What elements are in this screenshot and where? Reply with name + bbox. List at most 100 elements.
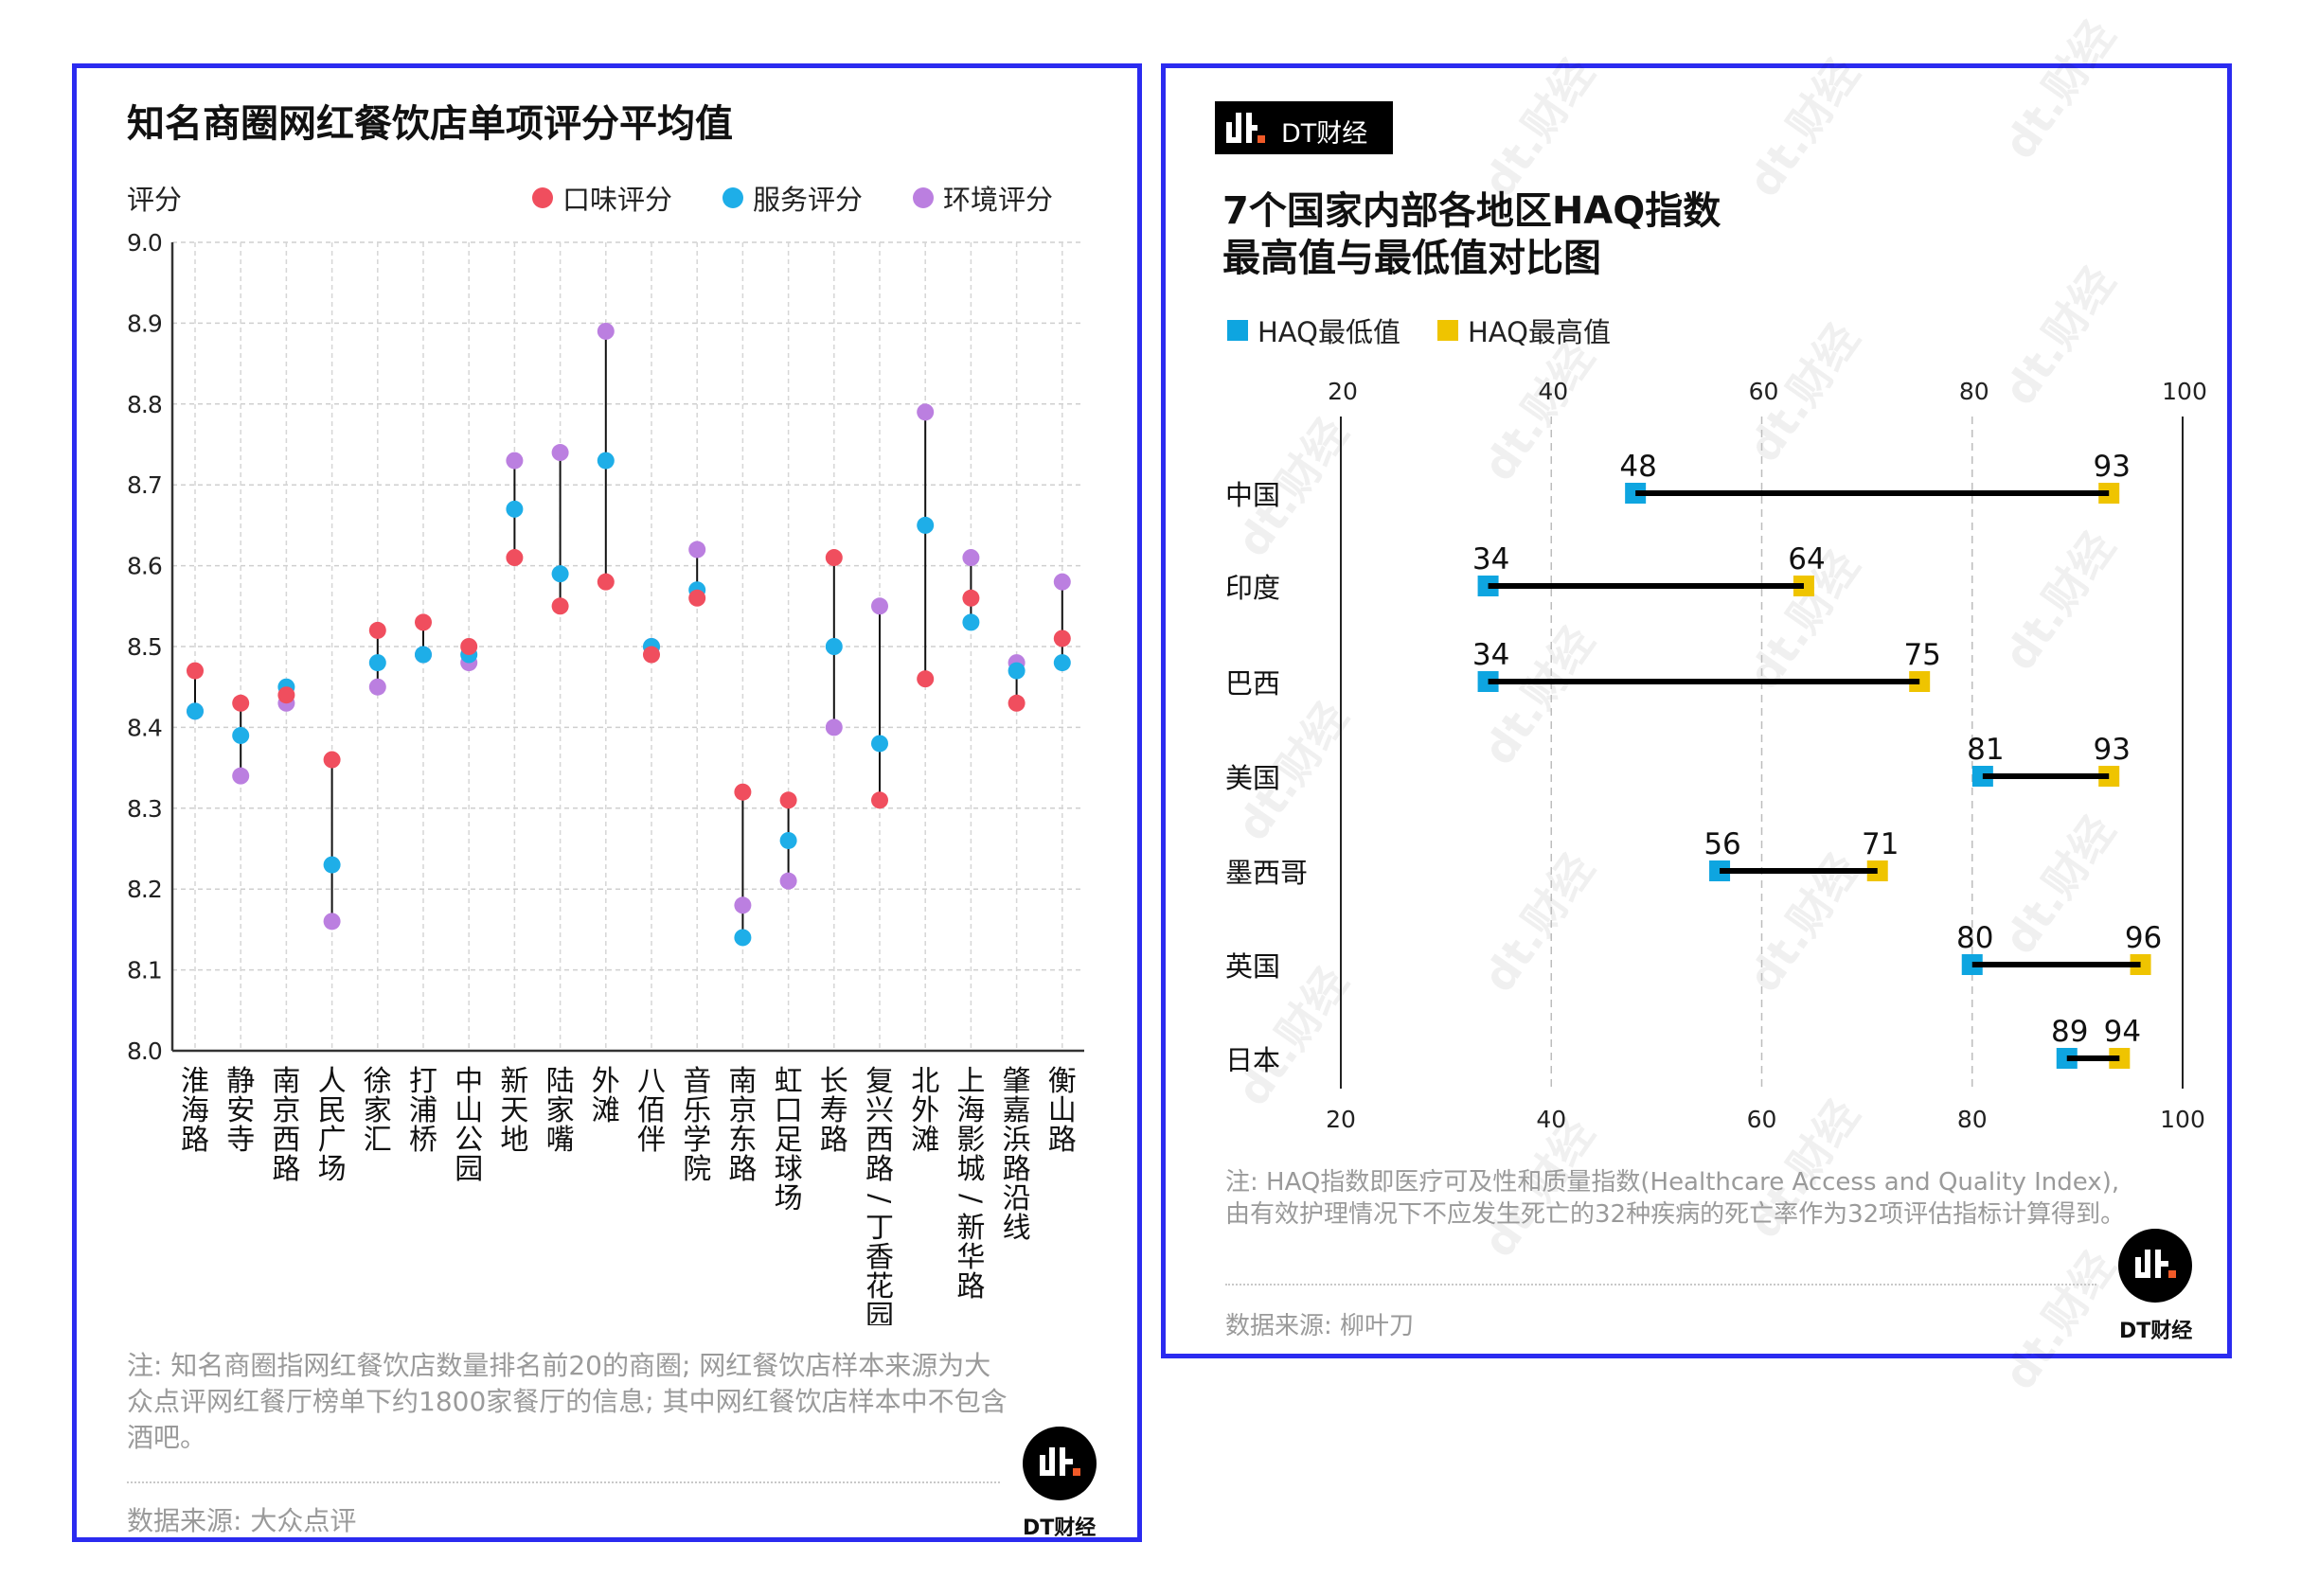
x-tick-char: 伴 [637, 1124, 666, 1157]
legend-item-haq-max: HAQ最高值 [1437, 310, 1611, 350]
legend-item-environment: 环境评分 [913, 178, 1053, 218]
min-marker [1477, 671, 1499, 692]
dt-logo-icon [2118, 1229, 2192, 1303]
x-tick-char: 桥 [409, 1124, 437, 1157]
data-point-environment [917, 403, 935, 421]
x-tick-label: 八佰伴 [637, 1065, 666, 1157]
data-point-service [415, 646, 432, 664]
x-tick-char: 足 [775, 1124, 803, 1157]
x-tick-char: 香 [865, 1241, 894, 1274]
data-point-taste [506, 549, 524, 567]
x-tick-char: 路 [820, 1124, 848, 1157]
x-tick-char: 浦 [409, 1094, 437, 1127]
x-tick-char: 线 [1003, 1212, 1031, 1245]
max-value-label: 93 [2093, 733, 2130, 767]
x-tick-char: 路 [865, 1153, 894, 1186]
x-tick-char: 浜 [1003, 1124, 1031, 1157]
x-tick-char: / [954, 1194, 987, 1204]
x-tick-label: 长寿路 [820, 1065, 848, 1157]
country-label: 日本 [1225, 1044, 1280, 1076]
x-tick-label-top: 80 [1959, 378, 1989, 405]
max-value-label: 96 [2125, 921, 2162, 955]
data-point-taste [962, 589, 980, 607]
x-tick-char: 西 [272, 1124, 300, 1157]
x-tick-char: 佰 [637, 1094, 666, 1127]
data-point-service [962, 613, 980, 631]
x-tick-char: 家 [546, 1094, 575, 1127]
x-tick-char: 南 [272, 1065, 300, 1098]
x-tick-char: 园 [865, 1300, 894, 1325]
right-divider [1225, 1284, 2096, 1286]
y-tick-label: 8.4 [127, 714, 162, 741]
x-tick-char: 京 [728, 1094, 757, 1127]
y-tick-label: 8.6 [127, 553, 162, 580]
data-point-taste [825, 549, 843, 567]
data-point-taste [871, 791, 888, 809]
data-point-environment [825, 718, 843, 736]
x-tick-char: 路 [181, 1124, 209, 1157]
data-point-taste [1008, 694, 1026, 712]
y-tick-label: 8.3 [127, 795, 162, 823]
left-chart-panel [72, 63, 1142, 1542]
left-dot-chart: 8.08.18.28.38.48.58.68.78.88.99.0淮海路静安寺南… [127, 229, 1084, 1325]
x-tick-char: 中 [455, 1065, 483, 1098]
x-tick-char: 华 [956, 1241, 985, 1274]
x-tick-char: 山 [455, 1094, 483, 1127]
data-point-taste [779, 791, 797, 809]
x-tick-char: 路 [956, 1270, 985, 1303]
data-point-taste [597, 573, 615, 591]
x-tick-char: 滩 [911, 1124, 939, 1157]
x-tick-char: 上 [956, 1065, 985, 1098]
left-logo-caption: DT财经 [1023, 1516, 1097, 1540]
x-tick-char: 山 [1048, 1094, 1077, 1127]
data-point-environment [506, 452, 524, 470]
data-point-service [1053, 654, 1071, 672]
x-tick-char: 北 [911, 1065, 939, 1098]
data-point-service [825, 638, 843, 655]
data-point-taste [323, 751, 341, 769]
y-tick-label: 9.0 [127, 229, 162, 257]
x-tick-label-top: 20 [1328, 378, 1358, 405]
data-point-service [871, 735, 888, 753]
x-tick-label-top: 60 [1749, 378, 1779, 405]
x-tick-char: 肇 [1003, 1065, 1031, 1098]
legend-square-haq-max [1437, 320, 1458, 341]
data-point-taste [734, 783, 752, 801]
x-tick-char: 八 [637, 1065, 666, 1098]
x-tick-label-bottom: 60 [1747, 1106, 1777, 1133]
y-tick-label: 8.2 [127, 876, 162, 903]
x-tick-char: 寺 [226, 1124, 255, 1157]
right-chart-panel [1161, 63, 2232, 1358]
x-tick-char: 海 [181, 1094, 209, 1127]
x-tick-char: 广 [318, 1124, 347, 1157]
legend-label-service: 服务评分 [753, 184, 864, 216]
x-tick-char: 陆 [546, 1065, 575, 1098]
x-tick-label: 打浦桥 [409, 1065, 437, 1157]
data-point-service [597, 452, 615, 470]
country-label: 美国 [1225, 762, 1280, 794]
data-point-environment [368, 678, 386, 696]
min-marker [1477, 576, 1499, 596]
x-tick-char: 寿 [820, 1094, 848, 1127]
legend-square-haq-min [1227, 320, 1248, 341]
x-tick-char: 地 [500, 1124, 528, 1157]
y-tick-label: 8.0 [127, 1037, 162, 1065]
x-tick-char: 兴 [865, 1094, 894, 1127]
x-tick-char: 滩 [592, 1094, 620, 1127]
x-tick-char: 音 [683, 1065, 711, 1098]
legend-item-taste: 口味评分 [532, 178, 672, 218]
right-chart-title-line1: 7个国家内部各地区HAQ指数 [1222, 189, 1721, 233]
data-point-service [368, 654, 386, 672]
max-value-label: 93 [2093, 450, 2130, 484]
country-label: 巴西 [1225, 667, 1280, 700]
x-tick-char: 路 [1003, 1153, 1031, 1186]
x-tick-char: 徐 [364, 1065, 392, 1098]
x-tick-label: 淮海路 [181, 1065, 209, 1157]
x-tick-label-bottom: 40 [1536, 1106, 1566, 1133]
x-tick-label-top: 40 [1538, 378, 1568, 405]
x-tick-char: 院 [683, 1153, 711, 1186]
